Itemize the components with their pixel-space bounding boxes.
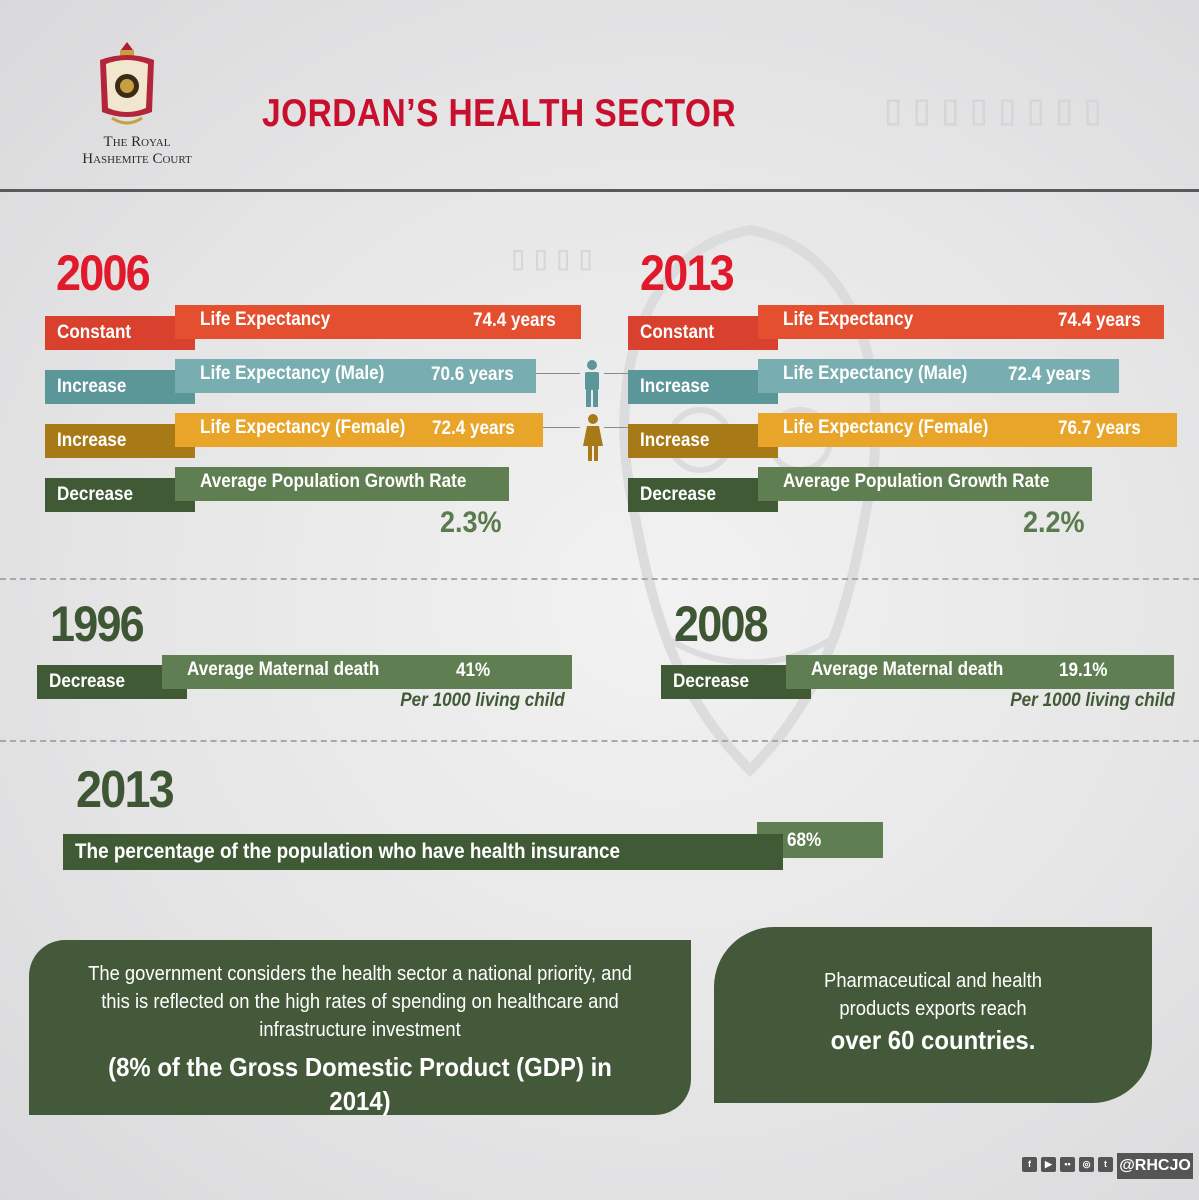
section-divider [0,578,1199,580]
social-handle[interactable]: @RHCJO [1117,1153,1193,1179]
insurance-label: The percentage of the population who hav… [75,840,621,863]
gdp-info-text: The government considers the health sect… [88,963,632,1041]
tag-constant: Constant [628,316,778,350]
court-name-line1: The Royal [103,134,171,150]
female-figure-icon [583,414,603,461]
court-name-line2: Hashemite Court [82,151,192,167]
instagram-icon[interactable]: ◎ [1079,1157,1094,1172]
social-icons: f ▶ •• ◎ t [1022,1157,1113,1172]
maternal-death-value: 41% [456,660,491,681]
page-title: JORDAN’S HEALTH SECTOR [262,92,737,135]
life-expectancy-value: 74.4 years [473,310,556,331]
insurance-value: 68% [787,830,822,851]
population-growth-value: 2.3% [440,506,502,539]
maternal-death-value: 19.1% [1059,660,1108,681]
section-divider [0,740,1199,742]
exports-info-box: Pharmaceutical and health products expor… [714,927,1152,1103]
tag-increase: Increase [628,424,778,458]
population-growth-bar: Average Population Growth Rate [175,467,509,501]
maternal-death-bar: Average Maternal death 19.1% [786,655,1174,689]
header-divider [0,189,1199,192]
life-expectancy-male-value: 72.4 years [1008,364,1091,385]
background-binary-pattern: ▯▯▯▯▯▯▯▯ [880,84,1108,135]
maternal-death-label: Average Maternal death [187,659,380,680]
life-expectancy-male-label: Life Expectancy (Male) [783,363,968,384]
insurance-label-bar: The percentage of the population who hav… [63,834,783,870]
life-expectancy-female-label: Life Expectancy (Female) [200,417,406,438]
life-expectancy-female-bar: Life Expectancy (Female) 72.4 years [175,413,543,447]
youtube-icon[interactable]: ▶ [1041,1157,1056,1172]
tag-increase: Increase [45,370,195,404]
year-2006: 2006 [56,245,151,301]
life-expectancy-male-bar: Life Expectancy (Male) 72.4 years [758,359,1119,393]
population-growth-label: Average Population Growth Rate [200,471,467,492]
life-expectancy-bar: Life Expectancy 74.4 years [758,305,1164,339]
year-1996: 1996 [50,596,145,652]
background-binary-pattern: ▯▯▯▯ [508,238,598,278]
court-name: The Royal Hashemite Court [62,134,212,168]
life-expectancy-female-value: 76.7 years [1058,418,1141,439]
maternal-death-note: Per 1000 living child [400,690,565,711]
tag-increase: Increase [628,370,778,404]
life-expectancy-female-label: Life Expectancy (Female) [783,417,989,438]
life-expectancy-female-bar: Life Expectancy (Female) 76.7 years [758,413,1177,447]
life-expectancy-value: 74.4 years [1058,310,1141,331]
maternal-death-note: Per 1000 living child [1010,690,1175,711]
exports-info-highlight: over 60 countries. [830,1025,1036,1055]
male-figure-icon [585,360,599,407]
population-growth-value: 2.2% [1023,506,1085,539]
flickr-icon[interactable]: •• [1060,1157,1075,1172]
tag-constant: Constant [45,316,195,350]
life-expectancy-female-value: 72.4 years [432,418,515,439]
male-connector-line [536,373,580,374]
life-expectancy-bar: Life Expectancy 74.4 years [175,305,581,339]
life-expectancy-male-label: Life Expectancy (Male) [200,363,385,384]
gdp-info-box: The government considers the health sect… [29,940,691,1116]
facebook-icon[interactable]: f [1022,1157,1037,1172]
life-expectancy-label: Life Expectancy [783,309,914,330]
life-expectancy-male-value: 70.6 years [431,364,514,385]
year-2013: 2013 [640,245,735,301]
population-growth-label: Average Population Growth Rate [783,471,1050,492]
tag-decrease: Decrease [45,478,195,512]
maternal-death-label: Average Maternal death [811,659,1004,680]
male-connector-line [604,373,628,374]
tag-increase: Increase [45,424,195,458]
tumblr-icon[interactable]: t [1098,1157,1113,1172]
tag-decrease: Decrease [628,478,778,512]
royal-crest-logo [100,42,154,125]
female-connector-line [543,427,580,428]
year-2008: 2008 [674,596,769,652]
female-connector-line [604,427,628,428]
year-2013-insurance: 2013 [76,761,175,819]
maternal-death-bar: Average Maternal death 41% [162,655,572,689]
gdp-info-highlight: (8% of the Gross Domestic Product (GDP) … [108,1052,612,1116]
population-growth-bar: Average Population Growth Rate [758,467,1092,501]
life-expectancy-label: Life Expectancy [200,309,331,330]
life-expectancy-male-bar: Life Expectancy (Male) 70.6 years [175,359,536,393]
exports-info-text: Pharmaceutical and health products expor… [824,970,1042,1020]
